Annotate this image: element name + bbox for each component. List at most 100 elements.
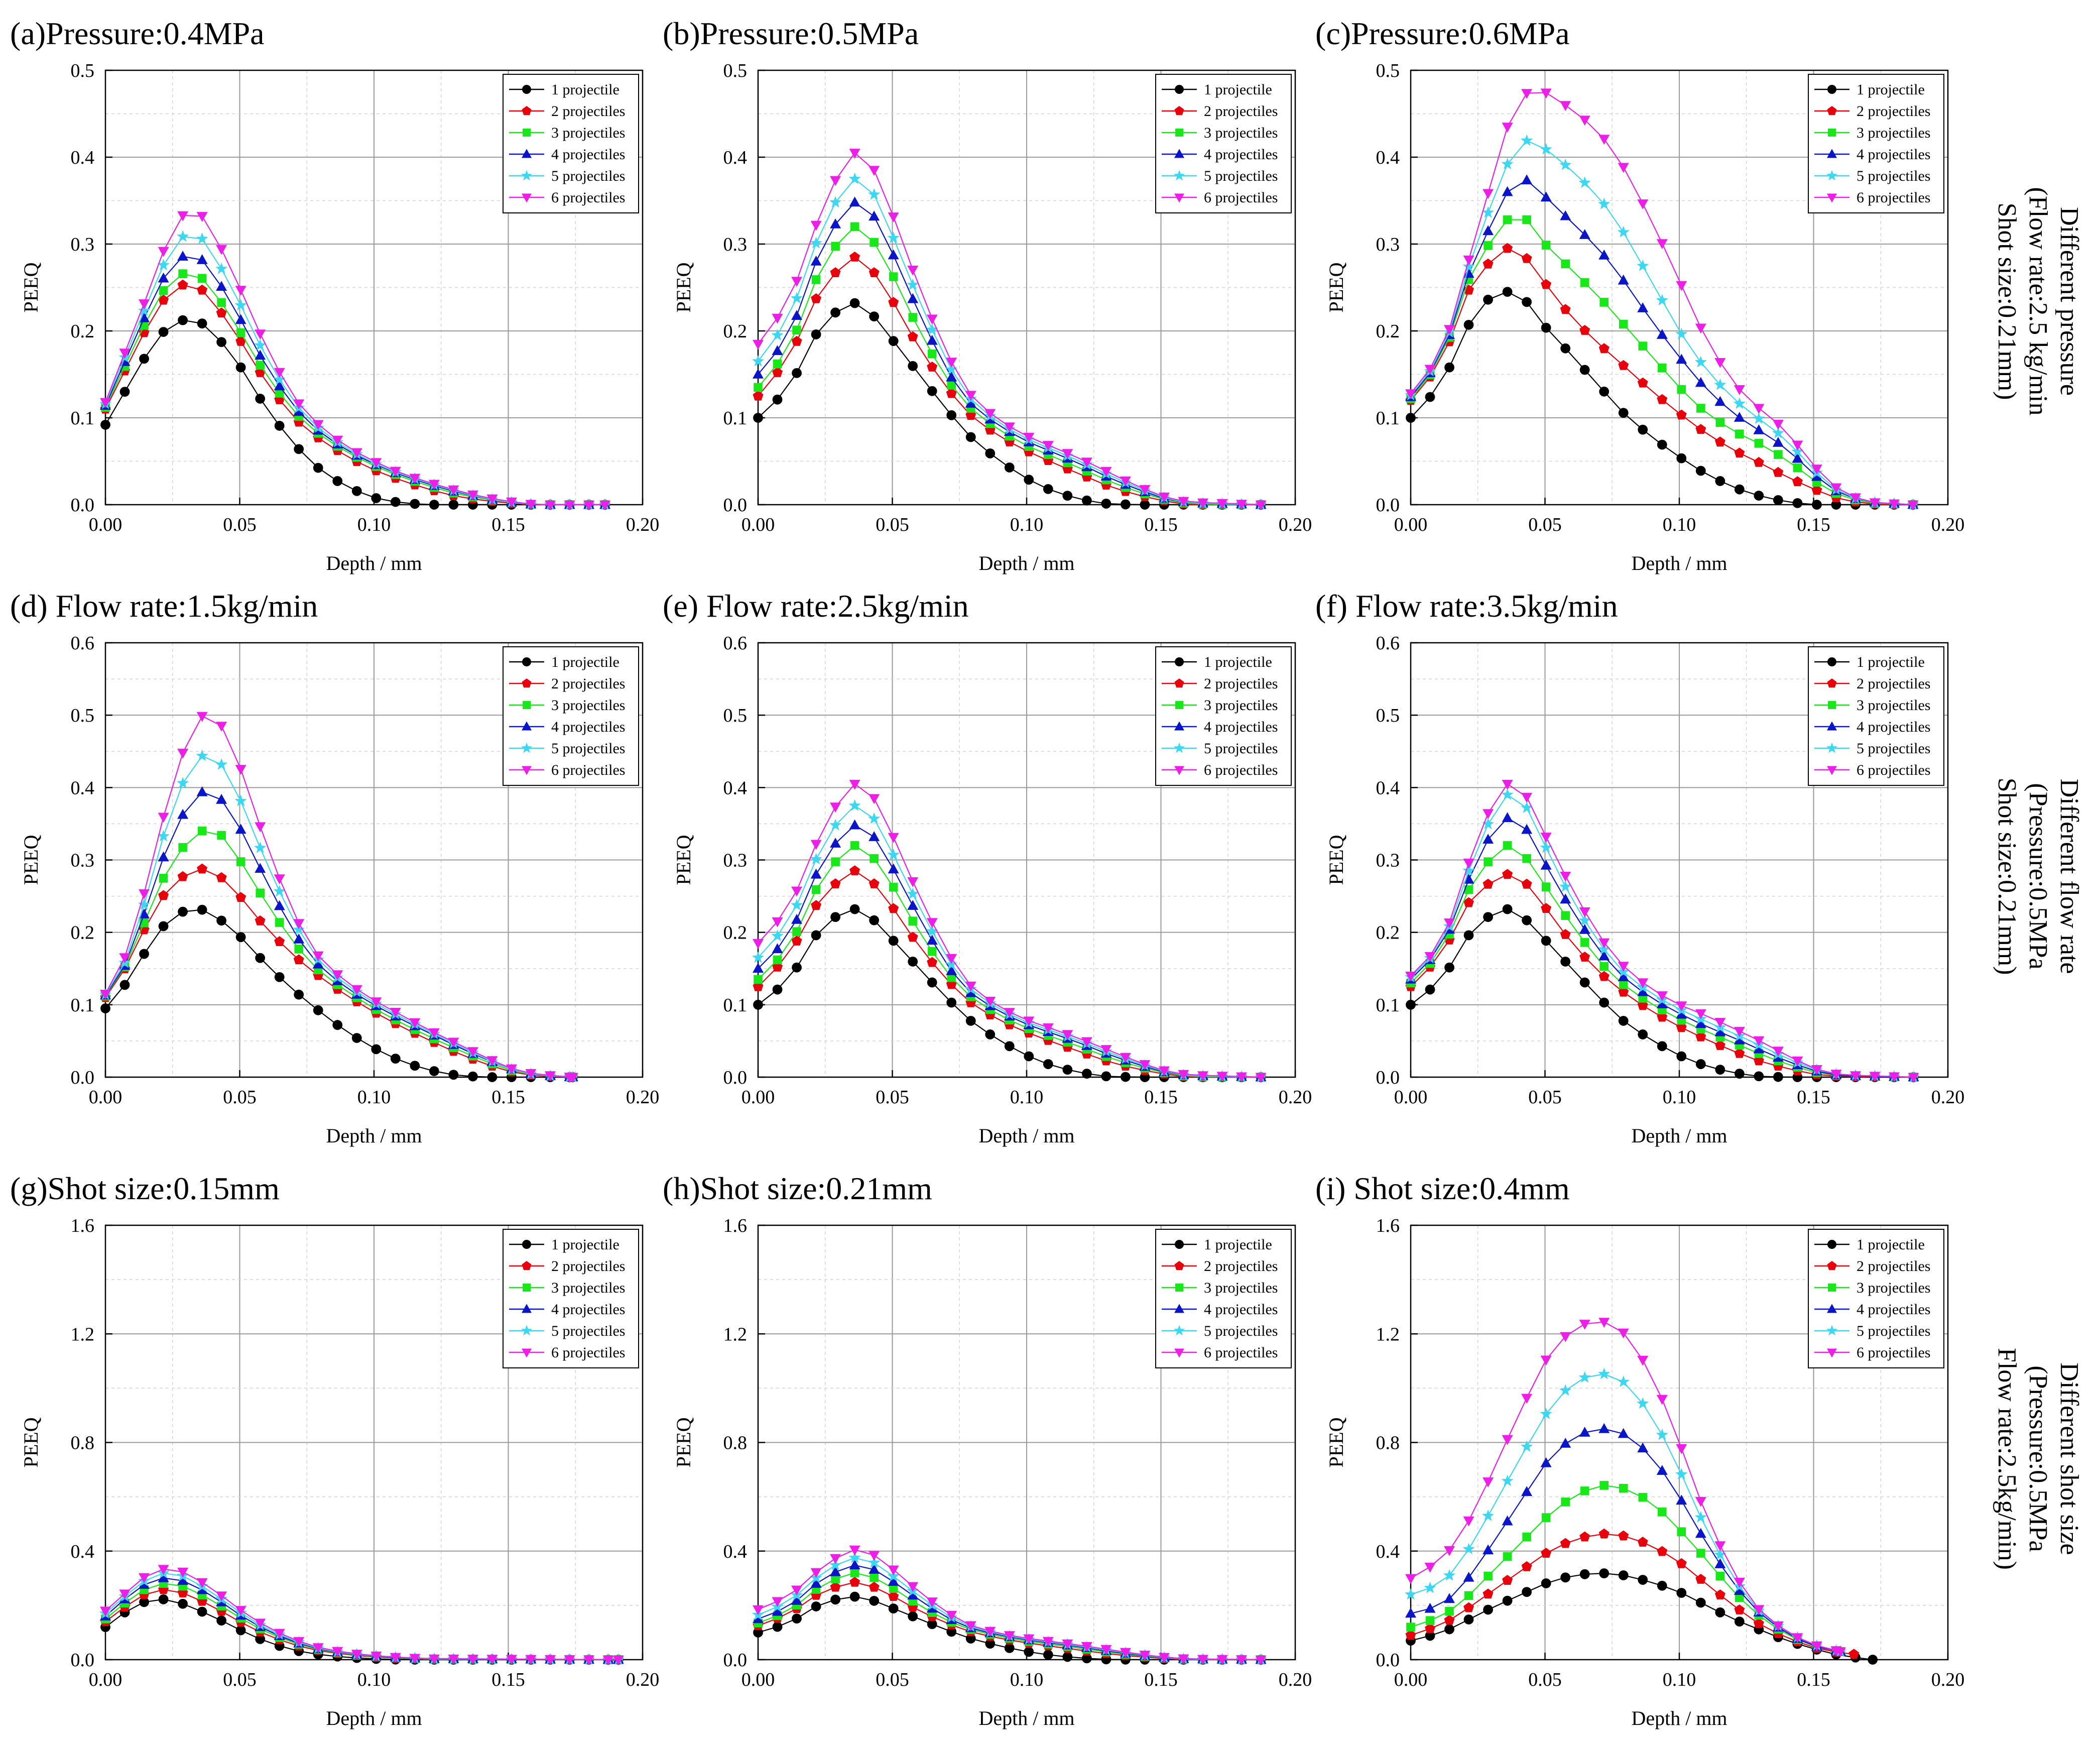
data-point-series-6 xyxy=(1850,493,1861,504)
data-point-series-3 xyxy=(1445,1606,1454,1616)
data-point-series-4 xyxy=(1734,1585,1745,1595)
data-point-series-1 xyxy=(371,1044,382,1055)
panel-title-c: (c)Pressure:0.6MPa xyxy=(1315,16,1570,51)
data-point-series-4 xyxy=(965,398,976,408)
x-axis-label-f: Depth / mm xyxy=(1631,1124,1727,1147)
data-point-series-6 xyxy=(1695,323,1706,334)
data-point-series-3 xyxy=(1599,298,1609,307)
x-tick-label: 0.05 xyxy=(876,1087,909,1108)
data-point-series-5 xyxy=(1772,426,1784,438)
data-point-series-4 xyxy=(772,345,783,355)
x-axis-label-h: Depth / mm xyxy=(978,1707,1074,1729)
legend-marker-5 xyxy=(1826,742,1837,753)
legend-entry-2: 2 projectiles xyxy=(1204,1258,1278,1274)
data-point-series-6 xyxy=(1139,1060,1151,1070)
legend-marker-2 xyxy=(522,106,532,115)
data-point-series-5 xyxy=(1617,225,1630,238)
legend-box xyxy=(1155,74,1292,213)
y-tick-label: 0.0 xyxy=(71,495,95,516)
data-point-series-1 xyxy=(908,361,918,371)
x-tick-label: 0.05 xyxy=(223,514,257,535)
y-tick-label: 0.4 xyxy=(1376,777,1400,798)
data-point-series-3 xyxy=(275,389,284,398)
data-point-series-6 xyxy=(1579,907,1590,917)
legend-marker-1 xyxy=(1827,657,1836,666)
data-point-series-6 xyxy=(849,149,860,159)
data-point-series-1 xyxy=(274,972,285,982)
legend-entry-5: 5 projectiles xyxy=(1204,168,1278,184)
data-point-series-2 xyxy=(1502,243,1513,253)
data-point-series-4 xyxy=(216,281,227,291)
data-point-series-4 xyxy=(791,310,802,320)
data-point-series-1 xyxy=(119,980,130,990)
data-point-series-6 xyxy=(274,874,285,884)
data-point-series-1 xyxy=(888,1603,899,1614)
data-point-series-4 xyxy=(1772,436,1784,447)
data-point-series-2 xyxy=(1598,971,1610,981)
data-point-series-4 xyxy=(312,958,324,969)
data-point-series-1 xyxy=(1560,957,1571,967)
data-point-series-1 xyxy=(332,476,343,486)
data-point-series-6 xyxy=(255,329,266,340)
data-point-series-4 xyxy=(1540,1457,1552,1467)
data-point-series-6 xyxy=(448,1037,459,1048)
x-tick-label: 0.10 xyxy=(1010,1087,1044,1108)
data-point-series-2 xyxy=(1541,1548,1552,1558)
data-point-series-5 xyxy=(254,841,267,853)
data-point-series-2 xyxy=(1579,325,1590,335)
legend-marker-6 xyxy=(522,766,532,775)
data-point-series-1 xyxy=(811,930,821,941)
legend-entry-1: 1 projectile xyxy=(551,1236,620,1253)
data-point-series-1 xyxy=(1062,1652,1073,1662)
y-axis-label-g: PEEQ xyxy=(20,1417,42,1467)
data-point-series-4 xyxy=(753,369,764,379)
data-point-series-4 xyxy=(1618,971,1629,981)
data-point-series-6 xyxy=(1540,1355,1552,1366)
data-point-series-4 xyxy=(830,838,841,848)
legend-entry-5: 5 projectiles xyxy=(1204,740,1278,757)
row-label-shot-line3: Flow rate:2.5kg/min) xyxy=(1993,1348,2021,1570)
data-point-series-6 xyxy=(1004,422,1015,433)
data-point-series-6 xyxy=(119,1589,131,1600)
data-point-series-6 xyxy=(1695,1009,1706,1019)
series-line-6 xyxy=(1410,1321,1841,1652)
panel-title-g: (g)Shot size:0.15mm xyxy=(10,1171,280,1206)
data-point-series-4 xyxy=(293,934,305,944)
data-point-series-5 xyxy=(1521,134,1533,146)
data-point-series-6 xyxy=(351,985,362,995)
data-point-series-3 xyxy=(1561,911,1570,920)
data-point-series-3 xyxy=(159,874,168,883)
data-point-series-1 xyxy=(1406,413,1416,423)
data-point-series-6 xyxy=(564,1655,575,1665)
data-point-series-1 xyxy=(1004,1041,1015,1052)
y-tick-label: 0.1 xyxy=(1376,995,1400,1016)
data-point-series-5 xyxy=(1656,1428,1668,1440)
x-axis-label-d: Depth / mm xyxy=(326,1124,422,1147)
y-axis-label-f: PEEQ xyxy=(1325,835,1347,885)
data-point-series-6 xyxy=(869,794,880,804)
data-point-series-6 xyxy=(486,494,498,505)
legend-marker-1 xyxy=(522,657,531,666)
data-point-series-1 xyxy=(100,1003,110,1013)
x-tick-label: 0.00 xyxy=(742,1669,775,1690)
data-point-series-6 xyxy=(1216,499,1228,509)
data-point-series-6 xyxy=(312,420,324,430)
legend-entry-3: 3 projectiles xyxy=(1204,1280,1278,1296)
data-point-series-4 xyxy=(1656,1465,1668,1475)
data-point-series-6 xyxy=(196,212,208,222)
data-point-series-1 xyxy=(1676,1051,1687,1062)
y-tick-label: 0.4 xyxy=(1376,1541,1400,1562)
data-point-series-6 xyxy=(849,779,860,790)
panel-title-a: (a)Pressure:0.4MPa xyxy=(10,16,265,51)
data-point-series-6 xyxy=(888,833,899,843)
data-point-series-4 xyxy=(255,350,266,360)
y-tick-label: 0.0 xyxy=(1376,1650,1400,1671)
data-point-series-5 xyxy=(138,304,151,316)
data-point-series-5 xyxy=(157,259,170,271)
data-point-series-6 xyxy=(810,840,822,850)
data-point-series-1 xyxy=(1024,475,1034,485)
data-point-series-6 xyxy=(869,1551,880,1561)
data-point-series-1 xyxy=(927,1619,937,1630)
data-point-series-4 xyxy=(158,272,169,283)
data-point-series-6 xyxy=(1236,1072,1247,1083)
